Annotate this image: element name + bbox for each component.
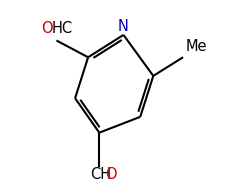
Text: O: O <box>41 21 52 36</box>
Text: O: O <box>105 167 117 182</box>
Text: CH: CH <box>90 167 111 182</box>
Text: Me: Me <box>186 39 207 54</box>
Text: N: N <box>118 19 129 34</box>
Text: HC: HC <box>51 21 73 36</box>
